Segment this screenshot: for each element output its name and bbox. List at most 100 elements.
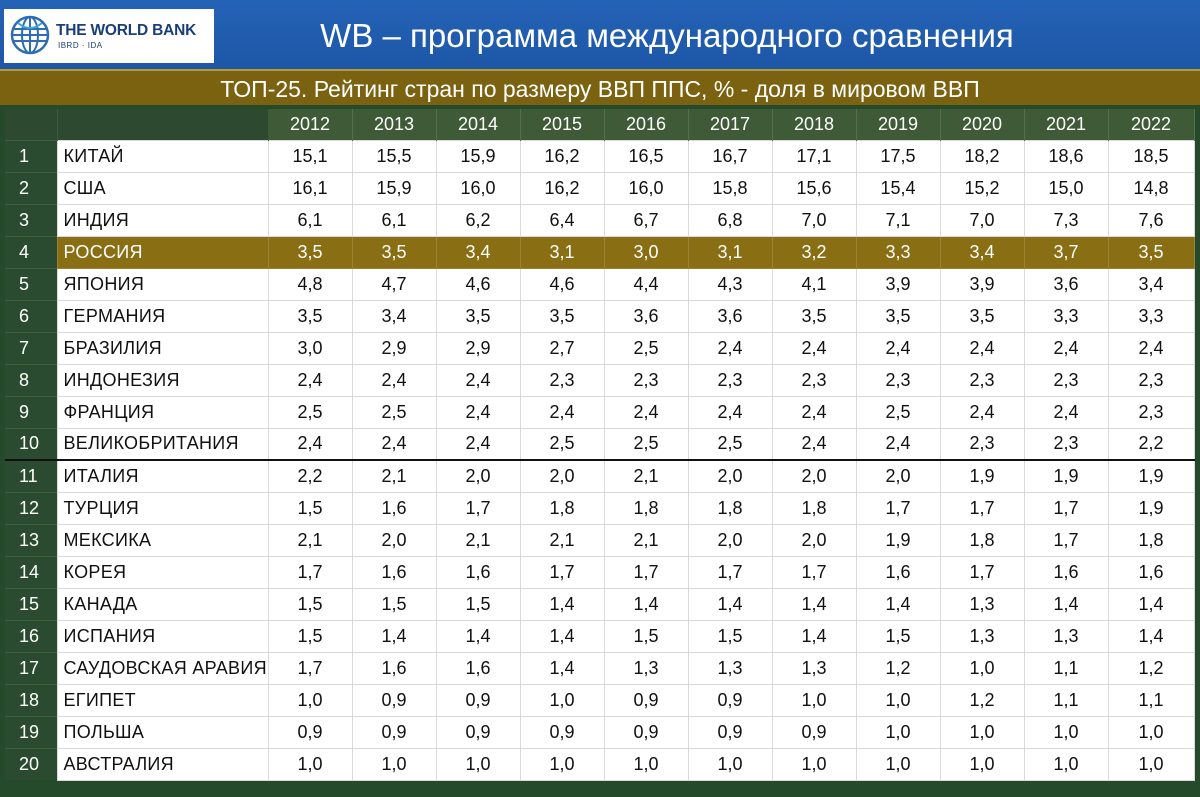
value-cell: 1,4 xyxy=(855,587,941,621)
value-cell: 1,7 xyxy=(687,555,773,589)
year-header: 2017 xyxy=(688,109,773,140)
value-cell: 0,9 xyxy=(519,715,605,749)
value-cell: 1,7 xyxy=(855,491,941,525)
rank-cell: 1 xyxy=(5,139,57,172)
year-header: 2015 xyxy=(520,109,605,140)
value-cell: 1,8 xyxy=(1107,523,1195,557)
rank-cell: 2 xyxy=(5,171,57,204)
value-cell: 7,3 xyxy=(1023,203,1109,237)
year-header: 2013 xyxy=(352,109,437,140)
value-cell: 2,0 xyxy=(855,459,941,493)
value-cell: 1,4 xyxy=(771,619,857,653)
value-cell: 2,4 xyxy=(939,395,1025,429)
value-cell: 16,0 xyxy=(603,171,689,205)
value-cell: 2,4 xyxy=(351,427,437,461)
value-cell: 1,7 xyxy=(771,555,857,589)
rank-cell: 18 xyxy=(5,683,57,716)
value-cell: 1,8 xyxy=(519,491,605,525)
value-cell: 1,6 xyxy=(435,651,521,685)
value-cell: 1,0 xyxy=(1023,715,1109,749)
value-cell: 15,4 xyxy=(855,171,941,205)
value-cell: 1,9 xyxy=(1107,459,1195,493)
value-cell: 2,4 xyxy=(771,395,857,429)
value-cell: 3,5 xyxy=(1107,235,1195,269)
value-cell: 1,4 xyxy=(603,587,689,621)
value-cell: 7,6 xyxy=(1107,203,1195,237)
value-cell: 2,1 xyxy=(351,459,437,493)
rank-cell: 13 xyxy=(5,523,57,556)
value-cell: 1,1 xyxy=(1107,683,1195,717)
rank-cell: 14 xyxy=(5,555,57,588)
value-cell: 16,2 xyxy=(519,171,605,205)
value-cell: 2,3 xyxy=(1107,395,1195,429)
value-cell: 3,6 xyxy=(1023,267,1109,301)
value-cell: 18,6 xyxy=(1023,139,1109,173)
value-cell: 2,3 xyxy=(1023,427,1109,461)
value-cell: 1,4 xyxy=(1107,619,1195,653)
value-cell: 1,8 xyxy=(771,491,857,525)
table-row: 15 КАНАДА 1,5 1,5 1,5 1,4 1,4 1,4 1,4 1,4 1,3 1,4 1,… xyxy=(5,587,1195,621)
table-row: 4 РОССИЯ 3,5 3,5 3,4 3,1 3,0 3,1 3,2 3,3 3,4 3,7 3,5 xyxy=(5,235,1195,269)
value-cell: 2,1 xyxy=(603,459,689,493)
value-cell: 1,5 xyxy=(435,587,521,621)
value-cell: 3,4 xyxy=(435,235,521,269)
value-cell: 1,0 xyxy=(1107,747,1195,781)
value-cell: 1,8 xyxy=(687,491,773,525)
value-cell: 3,5 xyxy=(435,299,521,333)
value-cell: 2,3 xyxy=(939,363,1025,397)
value-cell: 1,9 xyxy=(855,523,941,557)
table-body: 1 КИТАЙ 15,1 15,5 15,9 16,2 16,5 16,7 17,1 17,5 18… xyxy=(5,139,1195,781)
year-header: 2022 xyxy=(1108,109,1195,140)
value-cell: 2,4 xyxy=(435,363,521,397)
value-cell: 1,5 xyxy=(267,619,353,653)
value-cell: 2,4 xyxy=(687,395,773,429)
rank-cell: 15 xyxy=(5,587,57,620)
value-cell: 15,2 xyxy=(939,171,1025,205)
rank-cell: 5 xyxy=(5,267,57,300)
value-cell: 1,3 xyxy=(939,587,1025,621)
country-cell: БРАЗИЛИЯ xyxy=(56,331,269,365)
rank-cell: 7 xyxy=(5,331,57,364)
table-subtitle: ТОП-25. Рейтинг стран по размеру ВВП ППС… xyxy=(220,76,980,102)
value-cell: 3,1 xyxy=(687,235,773,269)
value-cell: 1,9 xyxy=(1107,491,1195,525)
value-cell: 1,7 xyxy=(603,555,689,589)
table-row: 7 БРАЗИЛИЯ 3,0 2,9 2,9 2,7 2,5 2,4 2,4 2,4 2,4 2,4 2… xyxy=(5,331,1195,365)
value-cell: 6,4 xyxy=(519,203,605,237)
value-cell: 2,4 xyxy=(519,395,605,429)
value-cell: 1,0 xyxy=(855,715,941,749)
value-cell: 2,5 xyxy=(267,395,353,429)
value-cell: 16,2 xyxy=(519,139,605,173)
value-cell: 7,0 xyxy=(939,203,1025,237)
value-cell: 1,2 xyxy=(1107,651,1195,685)
value-cell: 2,1 xyxy=(603,523,689,557)
country-cell: ИСПАНИЯ xyxy=(56,619,269,653)
value-cell: 1,2 xyxy=(939,683,1025,717)
value-cell: 15,9 xyxy=(435,139,521,173)
value-cell: 3,9 xyxy=(939,267,1025,301)
value-cell: 2,4 xyxy=(771,427,857,461)
country-cell: ФРАНЦИЯ xyxy=(56,395,269,429)
country-cell: ТУРЦИЯ xyxy=(56,491,269,525)
value-cell: 2,1 xyxy=(519,523,605,557)
value-cell: 6,7 xyxy=(603,203,689,237)
rank-cell: 16 xyxy=(5,619,57,652)
rank-cell: 10 xyxy=(5,427,57,460)
value-cell: 2,9 xyxy=(351,331,437,365)
table-row: 2 США 16,1 15,9 16,0 16,2 16,0 15,8 15,6 15,4 15,2… xyxy=(5,171,1195,205)
value-cell: 16,1 xyxy=(267,171,353,205)
rank-cell: 3 xyxy=(5,203,57,236)
value-cell: 3,5 xyxy=(267,299,353,333)
value-cell: 2,3 xyxy=(1023,363,1109,397)
rank-cell: 12 xyxy=(5,491,57,524)
value-cell: 3,4 xyxy=(1107,267,1195,301)
value-cell: 1,4 xyxy=(435,619,521,653)
value-cell: 6,1 xyxy=(351,203,437,237)
value-cell: 2,5 xyxy=(519,427,605,461)
rank-cell: 6 xyxy=(5,299,57,332)
rank-cell: 4 xyxy=(5,235,57,268)
value-cell: 2,0 xyxy=(351,523,437,557)
value-cell: 15,6 xyxy=(771,171,857,205)
value-cell: 3,6 xyxy=(603,299,689,333)
value-cell: 2,5 xyxy=(687,427,773,461)
